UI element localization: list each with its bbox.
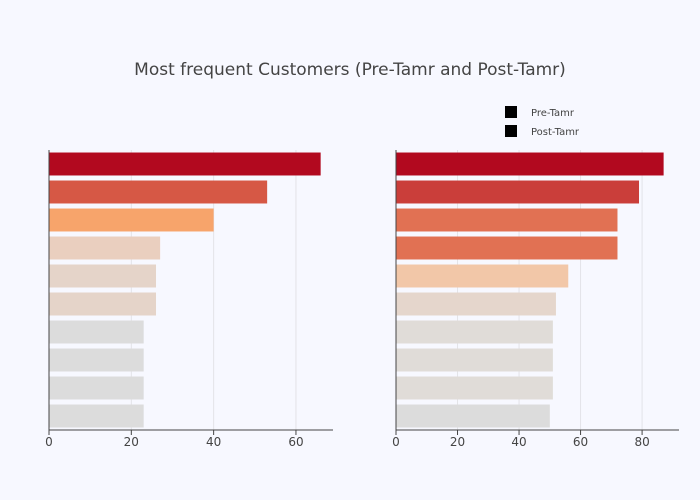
- bar-0-4[interactable]: [49, 264, 157, 288]
- bar-0-5[interactable]: [49, 292, 157, 316]
- x-tick-label-0-1: 20: [124, 435, 139, 449]
- bar-0-9[interactable]: [49, 404, 144, 428]
- x-tick-label-1-2: 40: [511, 435, 526, 449]
- bar-0-1[interactable]: [49, 180, 268, 204]
- bar-1-2[interactable]: [396, 208, 618, 232]
- chart-title: Most frequent Customers (Pre-Tamr and Po…: [134, 60, 566, 80]
- bar-0-2[interactable]: [49, 208, 214, 232]
- bar-0-7[interactable]: [49, 348, 144, 372]
- x-tick-label-1-0: 0: [392, 435, 400, 449]
- subplots: 0 20 40 60 0 20 40 60 80: [45, 150, 679, 449]
- legend-label-0[interactable]: Pre-Tamr: [531, 108, 575, 119]
- bar-0-8[interactable]: [49, 376, 144, 400]
- bar-0-6[interactable]: [49, 320, 144, 344]
- bar-1-5[interactable]: [396, 292, 556, 316]
- legend-swatch-0[interactable]: [505, 106, 517, 118]
- bar-1-8[interactable]: [396, 376, 553, 400]
- bar-1-0[interactable]: [396, 152, 664, 176]
- x-tick-label-1-1: 20: [450, 435, 465, 449]
- bar-1-4[interactable]: [396, 264, 569, 288]
- x-tick-label-0-3: 60: [288, 435, 303, 449]
- bar-1-1[interactable]: [396, 180, 640, 204]
- bar-1-9[interactable]: [396, 404, 550, 428]
- x-tick-label-1-3: 60: [573, 435, 588, 449]
- bar-1-7[interactable]: [396, 348, 553, 372]
- legend[interactable]: Pre-Tamr Post-Tamr: [505, 106, 580, 138]
- legend-label-1[interactable]: Post-Tamr: [531, 127, 580, 138]
- legend-swatch-1[interactable]: [505, 125, 517, 137]
- bar-0-3[interactable]: [49, 236, 161, 260]
- x-tick-label-0-0: 0: [45, 435, 53, 449]
- bar-0-0[interactable]: [49, 152, 321, 176]
- bar-1-3[interactable]: [396, 236, 618, 260]
- bar-1-6[interactable]: [396, 320, 553, 344]
- x-tick-label-1-4: 80: [634, 435, 649, 449]
- subplot-0: 0 20 40 60: [45, 150, 333, 449]
- subplot-1: 0 20 40 60 80: [392, 150, 679, 449]
- x-tick-label-0-2: 40: [206, 435, 221, 449]
